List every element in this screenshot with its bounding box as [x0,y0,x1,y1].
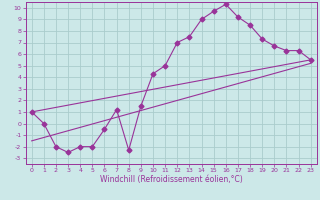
X-axis label: Windchill (Refroidissement éolien,°C): Windchill (Refroidissement éolien,°C) [100,175,243,184]
